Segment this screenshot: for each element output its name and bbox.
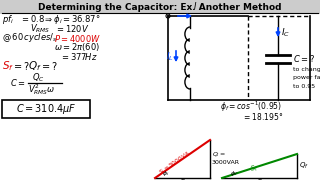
FancyBboxPatch shape [0, 0, 320, 14]
Text: $= 0.8 \Rightarrow \phi_i = 36.87°$: $= 0.8 \Rightarrow \phi_i = 36.87°$ [20, 14, 100, 26]
Text: $C=?$: $C=?$ [293, 53, 315, 64]
Text: P: P [257, 179, 261, 180]
Text: $\omega = 2\pi(60)$: $\omega = 2\pi(60)$ [54, 41, 100, 53]
Text: $S_f$: $S_f$ [2, 59, 14, 73]
Text: $Q_f$: $Q_f$ [28, 59, 42, 73]
Text: $I_C$: $I_C$ [281, 27, 290, 39]
Text: Determining the Capacitor: Ex. Another Method: Determining the Capacitor: Ex. Another M… [38, 3, 282, 12]
Text: $= 18.195°$: $= 18.195°$ [242, 111, 283, 122]
Text: $\phi_i$: $\phi_i$ [162, 170, 169, 179]
Text: $= ?$: $= ?$ [40, 60, 59, 72]
Text: $Q_f$: $Q_f$ [299, 161, 309, 171]
Text: $C = $: $C = $ [10, 76, 26, 87]
FancyBboxPatch shape [2, 100, 90, 118]
Text: power factor: power factor [293, 75, 320, 80]
Text: $= 377Hz$: $= 377Hz$ [60, 51, 98, 62]
Text: $C = 310.4\mu F$: $C = 310.4\mu F$ [16, 102, 76, 116]
Text: $V^2_{RMS}\omega$: $V^2_{RMS}\omega$ [28, 83, 55, 97]
Text: $S_i=5000VA$: $S_i=5000VA$ [157, 149, 192, 177]
Text: to change the: to change the [293, 68, 320, 73]
Text: $= 120V$: $= 120V$ [55, 24, 90, 35]
Text: $Q_C$: $Q_C$ [32, 72, 45, 84]
Text: 3000VAR: 3000VAR [212, 161, 240, 165]
Text: P: P [180, 179, 185, 180]
Text: $P = 4000W$: $P = 4000W$ [54, 33, 101, 44]
Text: $\phi_f = cos^{-1}(0.95)$: $\phi_f = cos^{-1}(0.95)$ [220, 100, 282, 114]
Text: $@\,60\,cycles/_{s}$: $@\,60\,cycles/_{s}$ [2, 31, 58, 44]
Text: $\phi_f$: $\phi_f$ [230, 170, 238, 179]
Text: $V_{RMS}$: $V_{RMS}$ [30, 23, 51, 35]
Text: $pf_i$: $pf_i$ [2, 14, 14, 26]
Text: $Q_i=$: $Q_i=$ [212, 151, 226, 159]
Text: $= ?$: $= ?$ [12, 60, 30, 72]
Text: $S_f$: $S_f$ [249, 163, 260, 175]
Text: $I_L$: $I_L$ [166, 51, 174, 63]
Text: to 0.95: to 0.95 [293, 84, 315, 89]
Text: $I$: $I$ [193, 0, 197, 11]
